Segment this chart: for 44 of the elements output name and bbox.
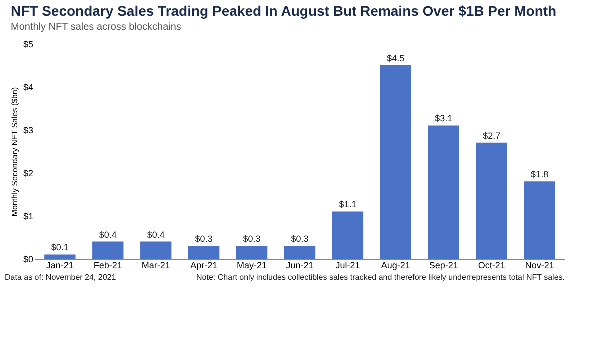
x-tick-label: Feb-21 bbox=[94, 260, 122, 270]
bar bbox=[284, 246, 316, 259]
y-axis-title: Monthly Secondary NFT Sales ($bn) bbox=[10, 87, 20, 217]
bar bbox=[92, 242, 124, 259]
x-tick-label: Jun-21 bbox=[286, 260, 314, 270]
data-label: $0.3 bbox=[195, 234, 213, 244]
y-tick-label: $5 bbox=[23, 40, 34, 50]
data-label: $1.1 bbox=[339, 200, 357, 210]
bar bbox=[524, 182, 556, 259]
x-tick-label: Sep-21 bbox=[429, 260, 458, 270]
data-label: $0.4 bbox=[99, 230, 117, 240]
y-tick-label: $3 bbox=[23, 126, 34, 136]
data-label: $0.1 bbox=[51, 242, 69, 253]
x-tick-label: Aug-21 bbox=[381, 260, 410, 270]
bar bbox=[188, 246, 220, 259]
bar bbox=[380, 66, 412, 259]
data-label: $0.4 bbox=[147, 230, 165, 240]
data-label: $3.1 bbox=[435, 114, 453, 124]
text: Data as of: November 24, 2021 bbox=[5, 273, 117, 282]
x-tick-label: Jan-21 bbox=[46, 260, 74, 270]
data-label: $2.7 bbox=[483, 130, 501, 141]
data-label: $1.8 bbox=[531, 170, 549, 180]
x-tick-label: Oct-21 bbox=[478, 260, 506, 270]
bar bbox=[44, 254, 76, 259]
bar bbox=[140, 242, 172, 259]
x-tick-label: Nov-21 bbox=[525, 260, 554, 270]
bar bbox=[236, 246, 268, 259]
x-tick-label: Mar-21 bbox=[142, 260, 170, 270]
bar bbox=[428, 126, 460, 259]
bar bbox=[332, 212, 364, 259]
y-tick-label: $2 bbox=[23, 168, 34, 178]
chart-title: NFT Secondary Sales Trading Peaked In August But Remains Over $1B Per Month bbox=[10, 3, 557, 19]
x-tick-label: Jul-21 bbox=[336, 260, 360, 270]
x-tick-label: May-21 bbox=[237, 260, 268, 270]
y-tick-label: $0 bbox=[23, 254, 34, 264]
data-label: $0.3 bbox=[291, 234, 309, 244]
data-label: $4.5 bbox=[387, 54, 405, 64]
bar bbox=[476, 142, 508, 259]
data-label: $0.3 bbox=[243, 234, 261, 244]
chart-subtitle: Monthly NFT sales across blockchains bbox=[10, 22, 182, 33]
x-tick-label: Apr-21 bbox=[190, 260, 218, 270]
y-tick-label: $1 bbox=[23, 212, 34, 222]
text: Note: Chart only includes collectibles sales tracked and therefore likely underrepresents total NFT sales. bbox=[196, 273, 565, 282]
y-tick-label: $4 bbox=[23, 82, 34, 92]
